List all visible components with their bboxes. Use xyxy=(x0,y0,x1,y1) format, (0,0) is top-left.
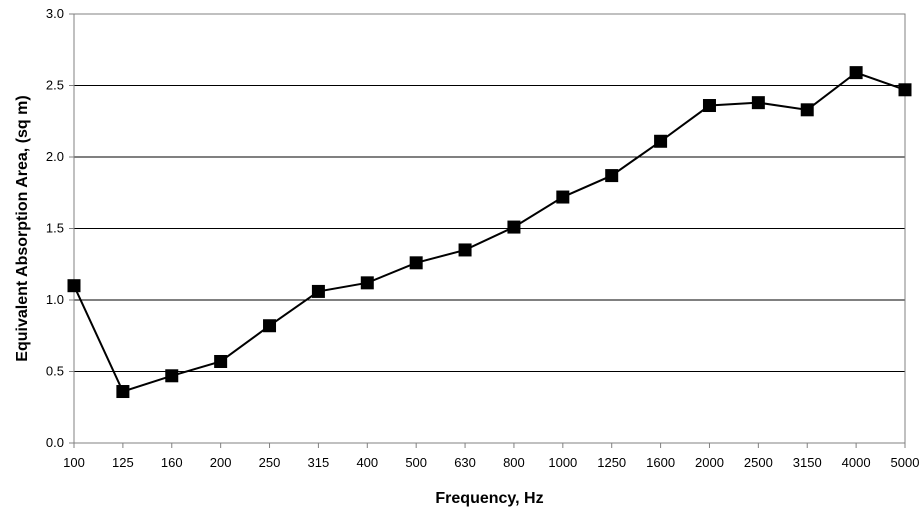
x-axis-title: Frequency, Hz xyxy=(435,490,543,507)
data-point xyxy=(214,354,228,368)
y-tick-label: 1.5 xyxy=(46,221,64,236)
x-tick-label: 1250 xyxy=(597,455,626,470)
data-point xyxy=(800,103,814,117)
y-tick-label: 2.5 xyxy=(46,78,64,93)
y-axis-ticks: 0.0 0.5 1.0 1.5 2.0 2.5 3.0 xyxy=(46,6,74,450)
data-point xyxy=(458,243,472,257)
gridlines xyxy=(74,85,905,372)
data-point xyxy=(605,169,619,183)
data-point xyxy=(507,220,521,234)
x-tick-label: 160 xyxy=(161,455,183,470)
x-tick-label: 4000 xyxy=(842,455,871,470)
y-axis-title: Equivalent Absorption Area, (sq m) xyxy=(14,95,31,361)
x-tick-label: 800 xyxy=(503,455,525,470)
x-tick-label: 250 xyxy=(259,455,281,470)
data-point xyxy=(409,256,423,270)
data-point xyxy=(751,96,765,110)
data-point xyxy=(654,134,668,148)
y-tick-label: 3.0 xyxy=(46,6,64,21)
x-tick-label: 630 xyxy=(454,455,476,470)
series-line-path xyxy=(73,71,906,393)
x-tick-label: 5000 xyxy=(891,455,920,470)
x-tick-label: 1000 xyxy=(548,455,577,470)
x-tick-label: 1600 xyxy=(646,455,675,470)
data-point xyxy=(556,190,570,204)
x-tick-label: 3150 xyxy=(793,455,822,470)
series-line xyxy=(67,66,912,399)
x-tick-label: 200 xyxy=(210,455,232,470)
x-tick-label: 500 xyxy=(405,455,427,470)
x-axis-ticks: 100 125 160 200 250 315 400 500 630 800 1000 1250 16… xyxy=(63,443,919,470)
data-point xyxy=(311,284,325,298)
data-point xyxy=(898,83,912,97)
x-tick-label: 2500 xyxy=(744,455,773,470)
data-point xyxy=(849,66,863,80)
y-tick-label: 1.0 xyxy=(46,292,64,307)
x-tick-label: 100 xyxy=(63,455,85,470)
x-tick-label: 400 xyxy=(356,455,378,470)
y-tick-label: 0.0 xyxy=(46,435,64,450)
x-tick-label: 125 xyxy=(112,455,134,470)
data-point xyxy=(702,99,716,113)
data-point xyxy=(67,279,81,293)
data-point xyxy=(165,369,179,383)
x-tick-label: 315 xyxy=(308,455,330,470)
data-point xyxy=(263,319,277,333)
x-tick-label: 2000 xyxy=(695,455,724,470)
data-point xyxy=(360,276,374,290)
y-tick-label: 0.5 xyxy=(46,364,64,379)
y-tick-label: 2.0 xyxy=(46,149,64,164)
data-point xyxy=(116,385,130,399)
